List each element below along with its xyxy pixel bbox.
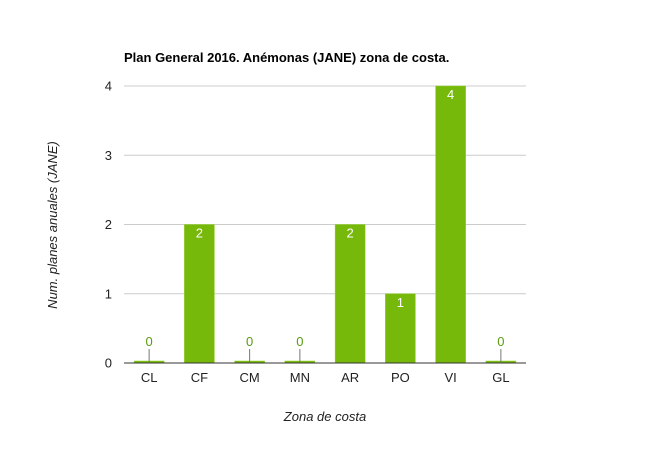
x-tick-labels: CL CF CM MN AR PO VI GL [141, 370, 510, 385]
data-label: 0 [296, 334, 303, 349]
data-labels: 0 2 0 0 2 1 4 0 [146, 87, 504, 362]
y-tick-label: 3 [105, 148, 112, 163]
x-tick-label: MN [290, 370, 310, 385]
y-tick-label: 1 [105, 286, 112, 301]
bars [133, 85, 517, 364]
y-tick-label: 0 [105, 356, 112, 371]
x-tick-label: CL [141, 370, 158, 385]
data-label: 4 [447, 87, 454, 102]
data-label: 1 [397, 295, 404, 310]
chart-title: Plan General 2016. Anémonas (JANE) zona … [124, 50, 449, 65]
y-tick-label: 4 [105, 79, 112, 94]
x-tick-label: CM [240, 370, 260, 385]
bar-vi [435, 85, 466, 364]
x-tick-label: VI [444, 370, 456, 385]
y-tick-labels: 0 1 2 3 4 [105, 79, 112, 371]
bar-ar [334, 224, 366, 364]
x-tick-label: GL [492, 370, 509, 385]
data-label: 2 [347, 226, 354, 241]
data-label: 0 [246, 334, 253, 349]
x-tick-label: AR [341, 370, 359, 385]
x-axis-title: Zona de costa [283, 409, 366, 424]
data-label: 2 [196, 226, 203, 241]
x-tick-label: PO [391, 370, 410, 385]
y-axis-title: Num. planes anuales (JANE) [45, 141, 60, 309]
data-label: 0 [497, 334, 504, 349]
data-label: 0 [146, 334, 153, 349]
x-tick-label: CF [191, 370, 208, 385]
y-tick-label: 2 [105, 217, 112, 232]
bar-cf [184, 224, 215, 364]
